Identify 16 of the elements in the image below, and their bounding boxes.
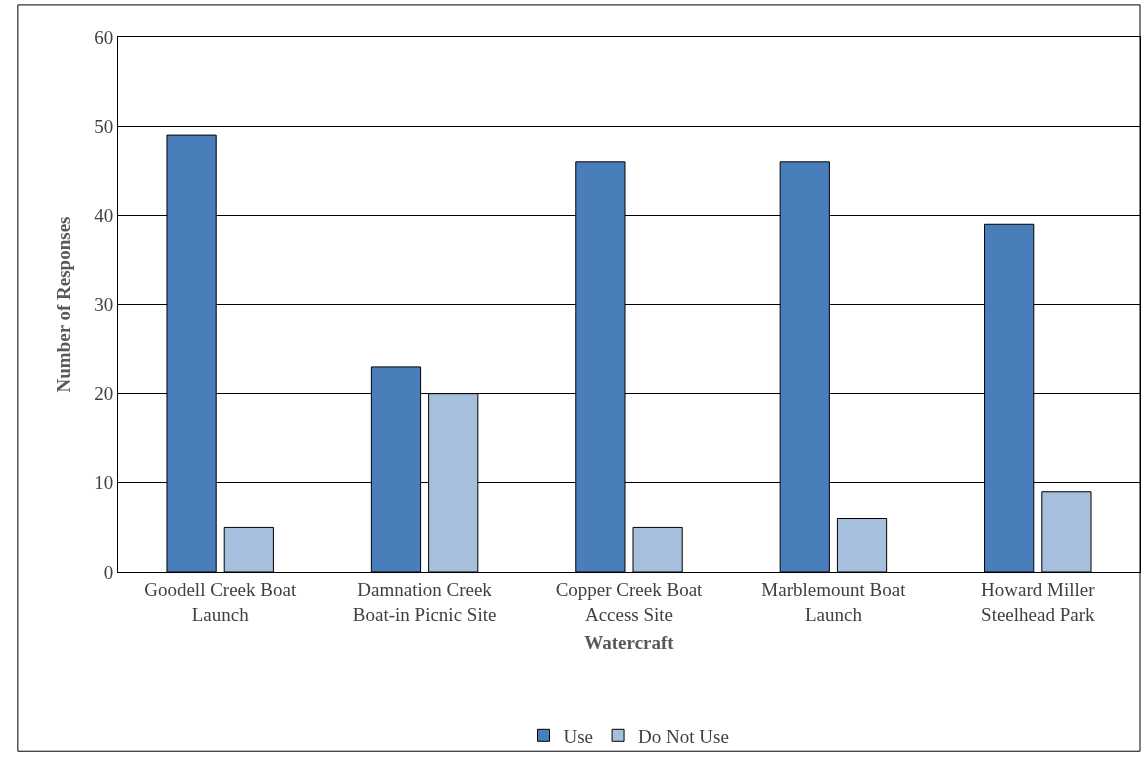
x-tick-label: Damnation Creek Boat-in Picnic Site: [352, 578, 497, 625]
y-tick-label: 10: [94, 472, 114, 494]
x-tick-label: Goodell Creek Boat Launch: [144, 578, 297, 625]
y-tick-label: 30: [94, 294, 114, 316]
y-tick-label: 0: [103, 561, 114, 583]
legend-label: Do Not Use: [638, 725, 729, 747]
y-tick-label: 20: [94, 383, 114, 405]
y-tick-label: 40: [94, 204, 114, 226]
x-tick-label: Howard Miller Steelhead Park: [981, 578, 1096, 625]
y-tick-label: 50: [94, 115, 114, 137]
legend-label: Use: [563, 725, 594, 747]
x-axis-title: Watercraft: [584, 632, 675, 654]
y-tick-label: 60: [94, 26, 114, 48]
x-tick-label: Marblemount Boat Launch: [761, 578, 907, 625]
x-tick-label: Copper Creek Boat Access Site: [555, 578, 704, 625]
y-axis-title: Number of Responses: [53, 216, 75, 393]
